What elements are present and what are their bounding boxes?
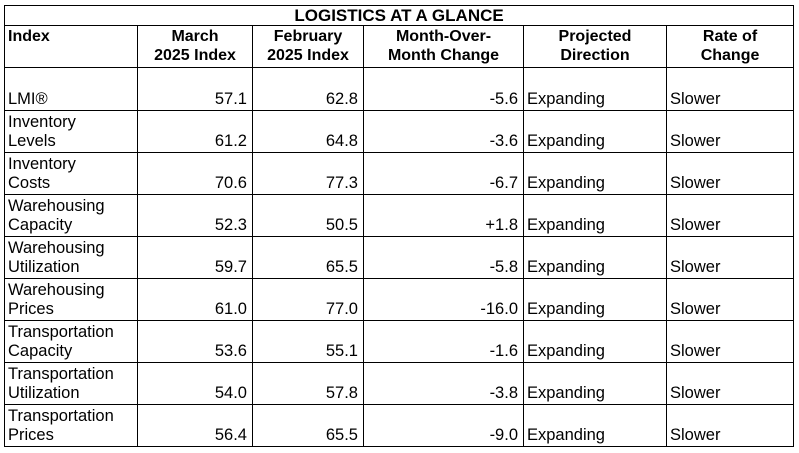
header-row: Index March 2025 Index February 2025 Index… [4, 25, 795, 68]
change-value-cell: -9.0 [363, 404, 524, 447]
header-rate-of-change: Rate of Change [665, 25, 795, 68]
index-name-line2: Levels [8, 132, 56, 150]
table-row: Warehousing Utilization 59.7 65.5 -5.8 Ex… [4, 236, 795, 279]
change-value-cell: -5.6 [363, 67, 524, 111]
index-name-line2: Utilization [8, 384, 80, 402]
change-value-cell: -16.0 [363, 278, 524, 321]
february-value-cell: 50.5 [252, 194, 364, 237]
header-projected-direction: Projected Direction [523, 25, 667, 68]
index-name-line1: Transportation [8, 407, 114, 425]
direction-cell: Expanding [523, 152, 667, 195]
rate-cell: Slower [665, 194, 795, 237]
february-value-cell: 57.8 [252, 362, 364, 405]
index-name-line1: Inventory [8, 155, 76, 173]
index-name-line2: Utilization [8, 258, 80, 276]
index-name-cell: Inventory Costs [4, 152, 138, 195]
direction-cell: Expanding [523, 404, 667, 447]
header-march: March 2025 Index [137, 25, 253, 68]
february-value-cell: 65.5 [252, 236, 364, 279]
change-value-cell: -6.7 [363, 152, 524, 195]
table-row: Inventory Levels 61.2 64.8 -3.6 Expanding… [4, 110, 795, 153]
logistics-table: LOGISTICS AT A GLANCE Index March 2025 In… [3, 5, 795, 447]
index-name-line1: Warehousing [8, 281, 105, 299]
march-value-cell: 56.4 [137, 404, 253, 447]
march-value-cell: 61.0 [137, 278, 253, 321]
direction-cell: Expanding [523, 110, 667, 153]
table-row: Transportation Capacity 53.6 55.1 -1.6 Ex… [4, 320, 795, 363]
rate-cell: Slower [665, 404, 795, 447]
direction-cell: Expanding [523, 320, 667, 363]
index-name-cell: Transportation Capacity [4, 320, 138, 363]
index-name-line1: Transportation [8, 323, 114, 341]
direction-cell: Expanding [523, 67, 667, 111]
march-value-cell: 59.7 [137, 236, 253, 279]
index-name-line1: Warehousing [8, 197, 105, 215]
index-name-line1: Transportation [8, 365, 114, 383]
march-value-cell: 70.6 [137, 152, 253, 195]
index-name-line1: Inventory [8, 113, 76, 131]
february-value-cell: 65.5 [252, 404, 364, 447]
change-value-cell: -3.8 [363, 362, 524, 405]
table-row: Inventory Costs 70.6 77.3 -6.7 Expanding … [4, 152, 795, 195]
index-name-line2: Costs [8, 174, 51, 192]
index-name-cell: LMI® [4, 67, 138, 111]
header-index: Index [4, 25, 138, 68]
change-value-cell: -5.8 [363, 236, 524, 279]
february-value-cell: 77.3 [252, 152, 364, 195]
table-row: Warehousing Prices 61.0 77.0 -16.0 Expand… [4, 278, 795, 321]
index-name-cell: Transportation Utilization [4, 362, 138, 405]
march-value-cell: 54.0 [137, 362, 253, 405]
index-name-line1: Warehousing [8, 239, 105, 257]
header-month-over-month: Month-Over- Month Change [363, 25, 524, 68]
change-value-cell: -3.6 [363, 110, 524, 153]
rate-cell: Slower [665, 110, 795, 153]
header-february: February 2025 Index [252, 25, 364, 68]
rate-cell: Slower [665, 67, 795, 111]
table-row: Warehousing Capacity 52.3 50.5 +1.8 Expan… [4, 194, 795, 237]
february-value-cell: 64.8 [252, 110, 364, 153]
table-row: Transportation Utilization 54.0 57.8 -3.8… [4, 362, 795, 405]
february-value-cell: 77.0 [252, 278, 364, 321]
february-value-cell: 62.8 [252, 67, 364, 111]
index-name-cell: Inventory Levels [4, 110, 138, 153]
february-value-cell: 55.1 [252, 320, 364, 363]
rate-cell: Slower [665, 152, 795, 195]
table-row: LMI® 57.1 62.8 -5.6 Expanding Slower [4, 67, 795, 111]
index-name-line2: Prices [8, 300, 54, 318]
index-name-cell: Transportation Prices [4, 404, 138, 447]
direction-cell: Expanding [523, 236, 667, 279]
index-name-line2: LMI® [8, 90, 48, 108]
direction-cell: Expanding [523, 362, 667, 405]
index-name-cell: Warehousing Capacity [4, 194, 138, 237]
index-name-line2: Prices [8, 426, 54, 444]
rate-cell: Slower [665, 236, 795, 279]
index-name-line2: Capacity [8, 342, 73, 360]
change-value-cell: +1.8 [363, 194, 524, 237]
rate-cell: Slower [665, 320, 795, 363]
index-name-line2: Capacity [8, 216, 73, 234]
march-value-cell: 61.2 [137, 110, 253, 153]
title-row: LOGISTICS AT A GLANCE [3, 5, 795, 26]
rate-cell: Slower [665, 278, 795, 321]
logistics-table-container: LOGISTICS AT A GLANCE Index March 2025 In… [3, 5, 795, 447]
change-value-cell: -1.6 [363, 320, 524, 363]
index-name-cell: Warehousing Utilization [4, 236, 138, 279]
index-name-cell: Warehousing Prices [4, 278, 138, 321]
rate-cell: Slower [665, 362, 795, 405]
march-value-cell: 53.6 [137, 320, 253, 363]
table-title: LOGISTICS AT A GLANCE [3, 5, 795, 26]
direction-cell: Expanding [523, 278, 667, 321]
table-row: Transportation Prices 56.4 65.5 -9.0 Expa… [4, 404, 795, 447]
march-value-cell: 57.1 [137, 67, 253, 111]
direction-cell: Expanding [523, 194, 667, 237]
march-value-cell: 52.3 [137, 194, 253, 237]
